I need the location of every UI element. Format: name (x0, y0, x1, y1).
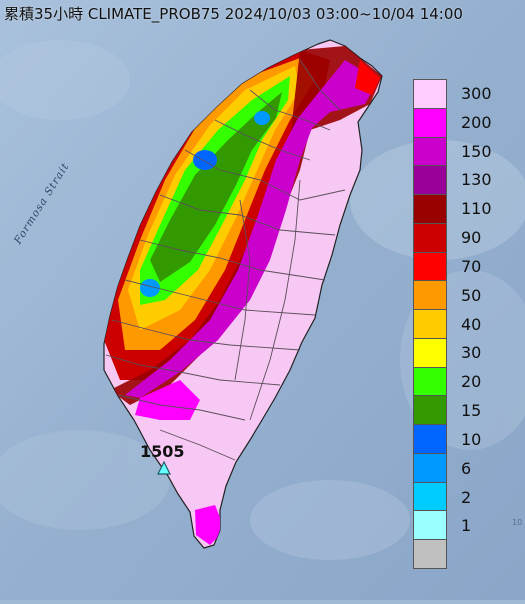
legend-swatch (414, 80, 446, 109)
legend-label: 150 (461, 141, 492, 161)
legend-label: 300 (461, 83, 492, 103)
legend-label: 6 (461, 458, 472, 478)
legend-swatch (414, 108, 446, 138)
legend-label: 40 (461, 314, 482, 334)
legend-swatch (414, 540, 446, 569)
legend-swatch (414, 453, 446, 483)
map-title: 累積35小時 CLIMATE_PROB75 2024/10/03 03:00~1… (4, 5, 463, 23)
legend-label: 130 (461, 170, 492, 190)
legend-label: 200 (461, 112, 492, 132)
rainfall-overlay (104, 46, 382, 545)
legend-swatch (414, 310, 446, 339)
legend-swatch (414, 482, 446, 512)
edge-mark-label: 10 (512, 518, 523, 527)
legend-swatch (414, 252, 446, 282)
legend-swatch (414, 511, 446, 541)
legend-swatch (414, 425, 446, 454)
legend-label: 90 (461, 228, 482, 248)
legend-label (455, 540, 515, 569)
legend-label: 1 (461, 516, 472, 536)
peak-triangle-icon (157, 460, 171, 475)
legend-color-bar (413, 79, 447, 569)
legend-swatch (414, 137, 446, 167)
legend-swatch (414, 166, 446, 196)
legend-label: 70 (461, 256, 482, 276)
legend-swatch (414, 396, 446, 426)
legend-label: 2 (461, 487, 472, 507)
legend-swatch (414, 367, 446, 397)
legend-swatch (414, 195, 446, 224)
peak-value-label: 1505 (140, 442, 185, 461)
legend-label: 20 (461, 372, 482, 392)
county-boundaries (105, 59, 346, 461)
legend-label: 30 (461, 343, 482, 363)
legend-swatch (414, 338, 446, 368)
legend-labels: 300 200 150 130 110 90 70 50 40 30 20 15 10 6 2 1 (455, 79, 515, 569)
legend-label: 15 (461, 401, 482, 421)
legend-label: 50 (461, 285, 482, 305)
legend-label: 110 (461, 199, 492, 219)
legend-swatch (414, 281, 446, 311)
legend-label: 10 (461, 429, 482, 449)
legend-swatch (414, 223, 446, 253)
